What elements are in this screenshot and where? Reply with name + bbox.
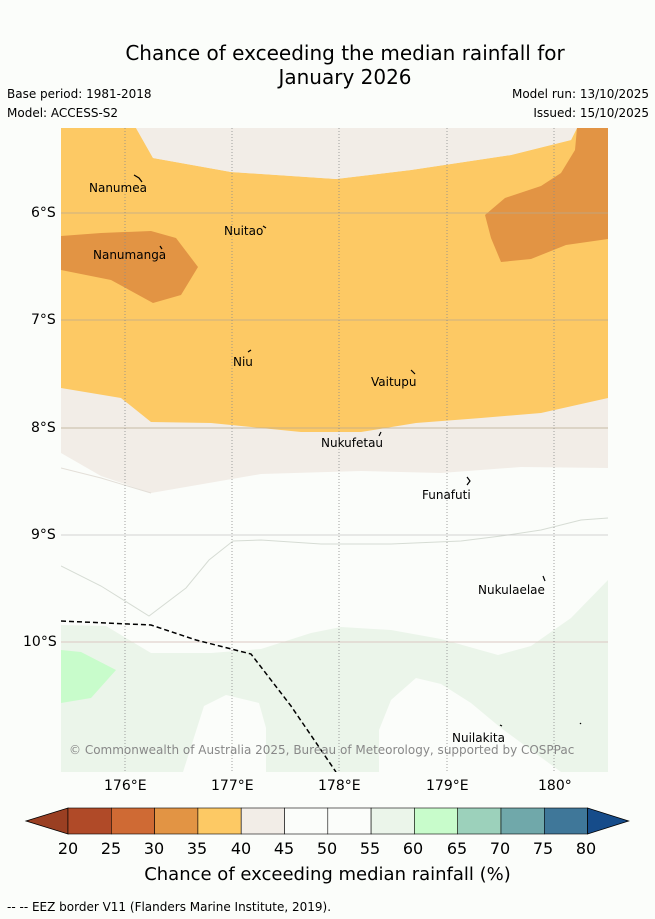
colorbar-swatch [284,807,329,835]
lat-tick-9s: 9°S [31,527,56,543]
eez-border [61,620,337,772]
place-label-nanumea: Nanumea [89,181,147,195]
island-shape-nuilakita [499,724,503,727]
colorbar [24,807,630,835]
colorbar-tick-45: 45 [273,839,295,858]
contour-line-a [61,517,608,617]
island-shape-funafuti [466,476,471,486]
place-label-nuilakita: Nuilakita [452,731,505,745]
colorbar-swatch [414,807,458,835]
colorbar-under-arrow [24,807,69,835]
lon-tick-176e: 176°E [104,778,147,794]
colorbar-swatch [457,807,502,835]
island-shape-nanumea [133,174,143,183]
lon-tick-179e: 179°E [426,778,469,794]
colorbar-tick-20: 20 [57,839,79,858]
island-shape-niu [247,349,252,353]
colorbar-tick-70: 70 [489,839,511,858]
region-60-65 [61,650,116,703]
place-label-vaitupu: Vaitupu [371,375,417,389]
island-shape-nuitao [262,225,267,229]
colorbar-swatch [240,807,285,835]
copyright-notice: © Commonwealth of Australia 2025, Bureau… [69,743,575,757]
island-shape-nanumanga [159,245,163,250]
lat-tick-8s: 8°S [31,420,56,436]
colorbar-tick-30: 30 [143,839,165,858]
colorbar-tick-35: 35 [186,839,208,858]
lat-tick-6s: 6°S [31,205,56,221]
colorbar-swatch [543,807,588,835]
map-title-line2: January 2026 [278,65,412,89]
rainfall-map [61,128,608,772]
island-shape-nukufetau [378,431,382,437]
region-30-35-west [61,231,198,303]
colorbar-swatch [370,807,415,835]
base-period: Base period: 1981-2018 [7,87,152,101]
lon-tick-178e: 178°E [318,778,361,794]
colorbar-tick-50: 50 [316,839,338,858]
colorbar-swatch [197,807,242,835]
model-run: Model run: 13/10/2025 [511,87,649,101]
lon-tick-177e: 177°E [211,778,254,794]
colorbar-tick-55: 55 [359,839,381,858]
eez-legend: -- -- EEZ border V11 (Flanders Marine In… [7,900,331,914]
island-shape-extra [579,722,582,725]
colorbar-tick-60: 60 [402,839,424,858]
map-title-line1: Chance of exceeding the median rainfall … [125,41,565,65]
eez-legend-dash: -- [7,900,20,914]
place-label-nukufetau: Nukufetau [321,436,384,450]
colorbar-swatch [67,807,112,835]
colorbar-tick-40: 40 [230,839,252,858]
colorbar-tick-65: 65 [446,839,468,858]
place-label-nanumanga: Nanumanga [93,248,167,262]
colorbar-swatch [154,807,199,835]
island-shape-nukulaelae [542,575,546,582]
colorbar-over-arrow [587,807,630,835]
lat-tick-7s: 7°S [31,312,56,328]
region-40-45-north [136,128,577,179]
eez-legend-text: -- EEZ border V11 (Flanders Marine Insti… [19,900,332,914]
colorbar-label: Chance of exceeding median rainfall (%) [144,864,511,885]
issued-date: Issued: 15/10/2025 [533,106,649,120]
region-35-40 [61,128,608,432]
model-name: Model: ACCESS-S2 [7,106,119,120]
colorbar-tick-75: 75 [532,839,554,858]
region-50-55-south-a [183,695,266,772]
lon-tick-180: 180° [538,778,572,794]
lat-tick-10s: 10°S [23,634,57,650]
colorbar-swatch [327,807,372,835]
region-50-55-south-b [379,678,561,772]
region-30-35-east [485,128,608,262]
colorbar-swatch [500,807,545,835]
contour-line-b [61,467,152,494]
island-shape-vaitupu [410,369,416,375]
colorbar-tick-80: 80 [575,839,597,858]
colorbar-swatch [111,807,155,835]
place-label-nuitao: Nuitao [224,224,264,238]
place-label-funafuti: Funafuti [422,488,471,502]
place-label-niu: Niu [233,355,253,369]
place-label-nukulaelae: Nukulaelae [478,583,545,597]
colorbar-tick-25: 25 [100,839,122,858]
